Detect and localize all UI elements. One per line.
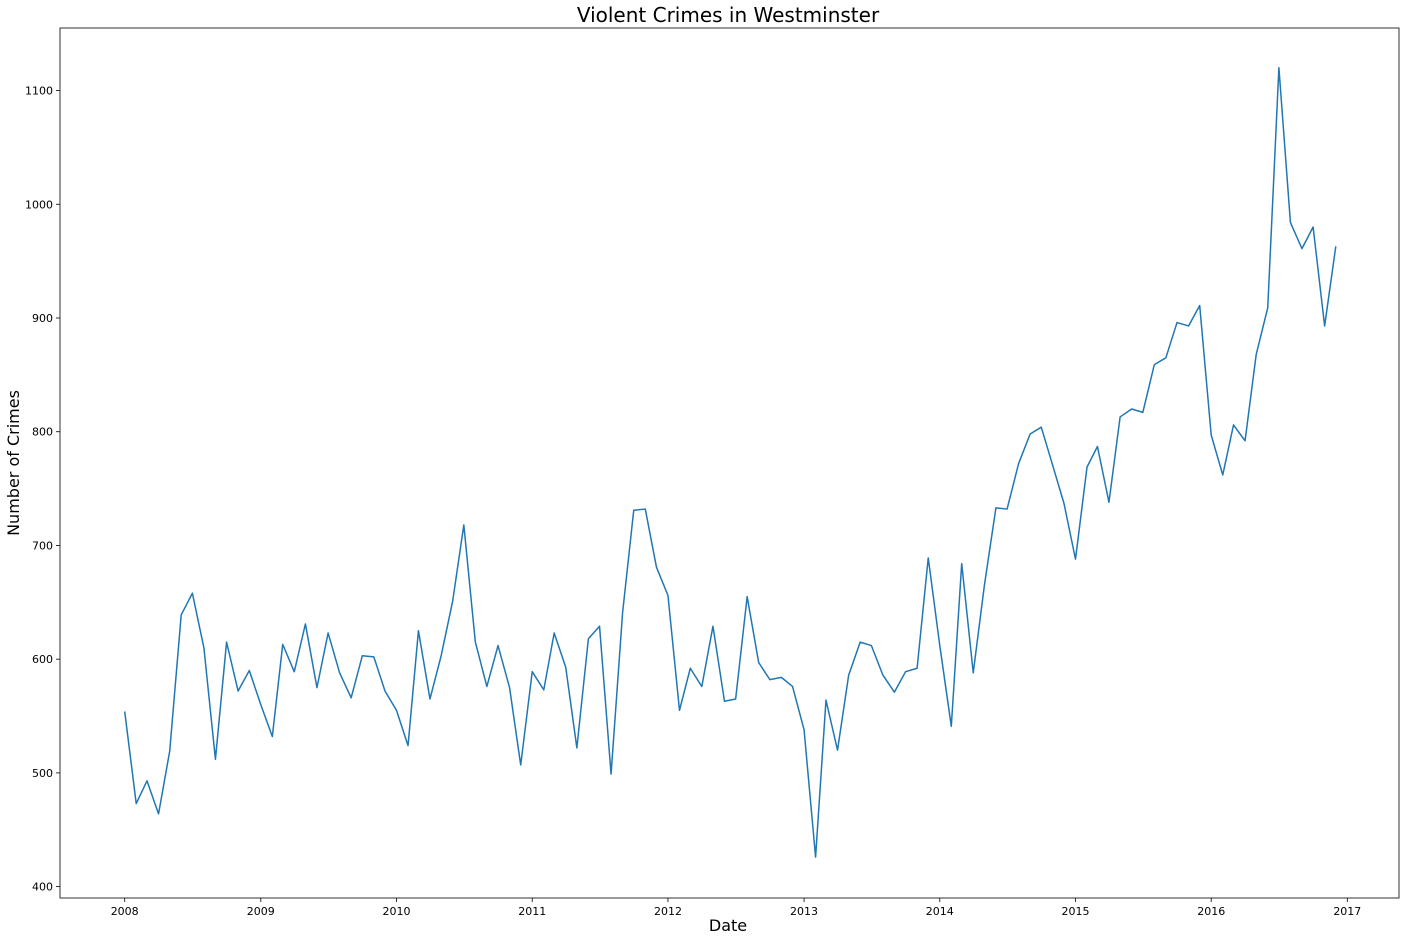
y-tick-label: 700 [32, 539, 53, 552]
x-axis-title: Date [709, 916, 747, 935]
y-axis-title: Number of Crimes [4, 390, 23, 536]
x-tick-label: 2009 [247, 905, 275, 918]
y-tick-label: 600 [32, 653, 53, 666]
y-tick-label: 800 [32, 426, 53, 439]
x-tick-label: 2017 [1333, 905, 1361, 918]
x-tick-label: 2014 [926, 905, 954, 918]
plot-area [123, 67, 1337, 858]
plot-frame [59, 27, 1400, 899]
x-tick-label: 2015 [1061, 905, 1089, 918]
series-line [123, 67, 1337, 858]
y-tick-label: 900 [32, 312, 53, 325]
y-tick-label: 1000 [25, 198, 53, 211]
x-tick-label: 2011 [518, 905, 546, 918]
y-tick-label: 400 [32, 881, 53, 894]
x-tick-label: 2013 [790, 905, 818, 918]
y-tick-label: 1100 [25, 85, 53, 98]
x-tick-label: 2012 [654, 905, 682, 918]
y-axis: 400 500 600 700 800 900 1000 1100 [25, 85, 60, 894]
x-axis: 2008 2009 2010 2011 2012 2013 2014 2015 2016 2017 [111, 898, 1361, 918]
x-tick-label: 2008 [111, 905, 139, 918]
x-tick-label: 2016 [1197, 905, 1225, 918]
chart-title: Violent Crimes in Westminster [577, 3, 880, 27]
y-tick-label: 500 [32, 767, 53, 780]
x-tick-label: 2010 [383, 905, 411, 918]
